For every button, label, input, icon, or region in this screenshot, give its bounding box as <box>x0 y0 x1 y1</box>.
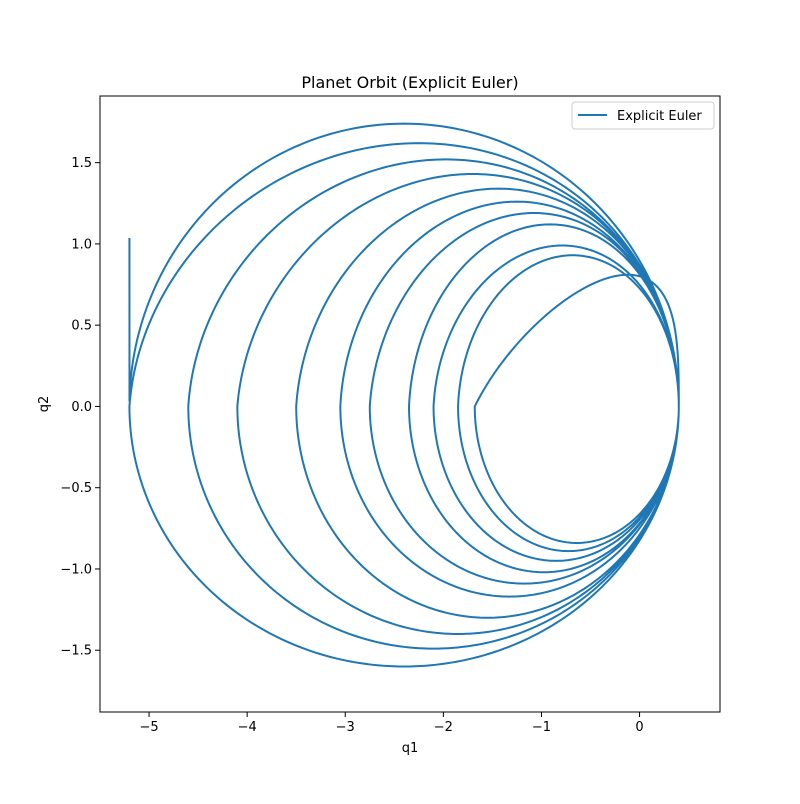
x-tick-label: 0 <box>635 720 643 735</box>
plot-area <box>99 95 721 713</box>
y-axis-label: q2 <box>37 396 52 413</box>
y-tick-label: −0.5 <box>60 481 92 496</box>
x-tick-label: −1 <box>532 720 551 735</box>
chart-title: Planet Orbit (Explicit Euler) <box>301 73 518 92</box>
y-axis: −1.5 −1.0 −0.5 0.0 0.5 1.0 1.5 <box>60 156 100 659</box>
plot-frame <box>99 95 721 713</box>
y-tick-label: −1.0 <box>60 562 92 577</box>
y-tick-label: 1.5 <box>71 156 92 171</box>
legend-label-explicit-euler: Explicit Euler <box>617 109 702 124</box>
x-axis-label: q1 <box>402 741 419 756</box>
x-axis: −5 −4 −3 −2 −1 0 <box>139 712 644 735</box>
x-tick-label: −5 <box>139 720 158 735</box>
y-tick-label: −1.5 <box>60 644 92 659</box>
y-tick-label: 0.5 <box>71 319 92 334</box>
series-line-explicit-euler <box>128 122 680 668</box>
series-layer <box>128 122 680 668</box>
legend: Explicit Euler <box>571 101 715 130</box>
x-tick-label: −3 <box>336 720 355 735</box>
y-tick-label: 0.0 <box>71 400 92 415</box>
legend-frame <box>571 101 715 130</box>
x-tick-label: −4 <box>238 720 257 735</box>
x-tick-label: −2 <box>434 720 453 735</box>
y-tick-label: 1.0 <box>71 237 92 252</box>
